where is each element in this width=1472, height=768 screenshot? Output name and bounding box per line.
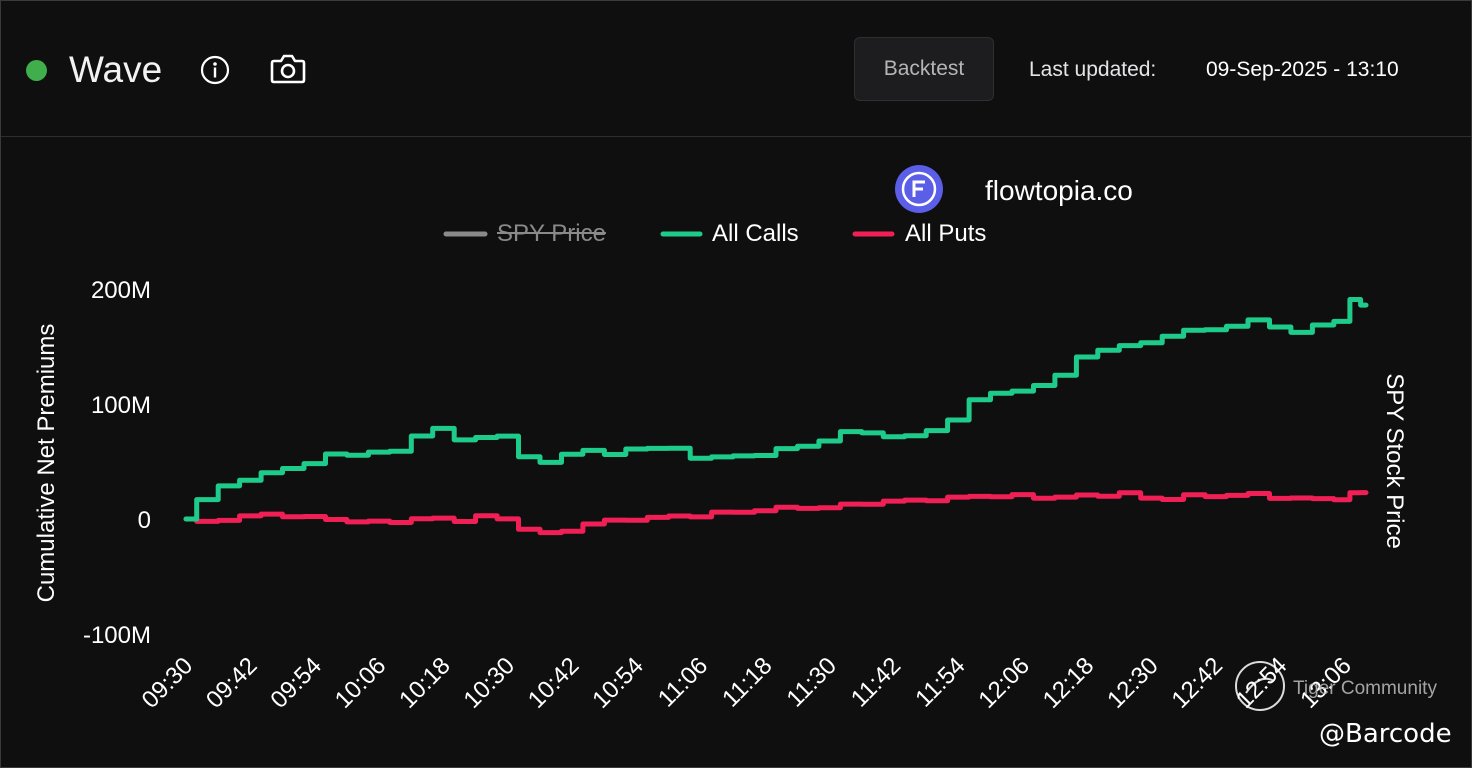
x-axis-ticks: 09:30 09:42 09:54 10:06 10:18 10:30 10:42 10:54… — [137, 652, 1357, 714]
last-updated-value: 09-Sep-2025 - 13:10 — [1206, 58, 1399, 81]
x-tick-label: 12:18 — [1038, 652, 1100, 714]
x-tick-label: 10:42 — [523, 652, 585, 714]
x-tick-label: 11:30 — [782, 652, 842, 712]
legend: SPY Price All Calls All Puts — [443, 220, 986, 247]
y-axis-title: Cumulative Net Premiums — [33, 324, 60, 603]
x-tick-label: 09:30 — [137, 652, 199, 714]
series-lines — [183, 297, 1369, 536]
series-line-all-calls[interactable] — [183, 297, 1369, 522]
x-tick-label: 11:18 — [717, 652, 777, 712]
legend-item-spy-price[interactable]: SPY Price — [443, 220, 606, 247]
y-tick-label: -100M — [83, 622, 151, 649]
x-tick-label: 11:42 — [846, 652, 906, 712]
page-title: Wave — [69, 49, 163, 90]
x-tick-label: 11:06 — [653, 652, 713, 712]
tiger-community-label: Tiger Community — [1293, 678, 1437, 699]
brand-name: flowtopia.co — [985, 175, 1133, 206]
x-tick-label: 12:42 — [1166, 652, 1228, 714]
x-tick-label: 10:30 — [458, 652, 520, 714]
y-tick-label: 0 — [138, 507, 151, 534]
legend-label-all-calls: All Calls — [712, 220, 799, 247]
backtest-button[interactable]: Backtest — [854, 37, 994, 101]
y2-axis-title: SPY Stock Price — [1381, 373, 1408, 549]
x-tick-label: 12:30 — [1102, 652, 1164, 714]
x-tick-label: 12:06 — [973, 652, 1035, 714]
status-indicator — [26, 60, 47, 81]
tiger-community-watermark: Tiger Community — [1235, 661, 1437, 711]
series-line-all-puts[interactable] — [183, 490, 1369, 536]
legend-label-all-puts: All Puts — [905, 220, 986, 247]
legend-item-all-puts[interactable]: All Puts — [852, 220, 986, 247]
author-handle: @Barcode — [1319, 719, 1452, 749]
x-tick-label: 10:54 — [587, 652, 649, 714]
header-bar: Wave Backtest Last updated: 09-Sep-2025 … — [1, 1, 1471, 137]
x-tick-label: 09:54 — [265, 652, 327, 714]
flowtopia-logo — [895, 165, 943, 213]
info-icon[interactable] — [199, 54, 231, 86]
x-tick-label: 11:54 — [910, 652, 970, 712]
y-tick-label: 100M — [91, 392, 151, 419]
camera-icon[interactable] — [269, 51, 307, 87]
y-tick-label: 200M — [91, 277, 151, 304]
y-axis-ticks: 200M 100M 0 -100M — [83, 277, 151, 649]
legend-item-all-calls[interactable]: All Calls — [660, 220, 799, 247]
x-tick-label: 10:18 — [394, 652, 456, 714]
last-updated-label: Last updated: — [1029, 58, 1157, 81]
x-tick-label: 10:06 — [330, 652, 392, 714]
x-tick-label: 09:42 — [201, 652, 263, 714]
